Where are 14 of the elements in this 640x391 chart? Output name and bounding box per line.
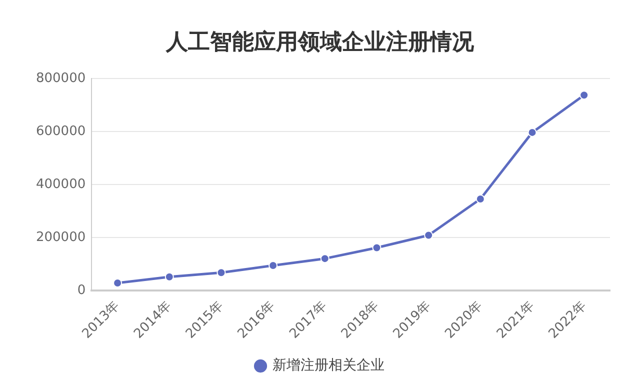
point — [424, 230, 434, 240]
legend-label: 新增注册相关企业 — [272, 358, 384, 374]
y-tick-label: 200000 — [36, 230, 86, 245]
point — [372, 243, 382, 252]
point — [216, 268, 226, 278]
y-tick-label: 400000 — [36, 176, 86, 192]
y-tick-label: 600000 — [36, 124, 86, 139]
point — [476, 194, 485, 204]
chart-title: 人工智能应用领域企业注册情况 — [165, 28, 475, 55]
y-tick-label: 800000 — [36, 70, 86, 86]
point — [320, 254, 330, 264]
point — [580, 90, 589, 100]
point — [164, 272, 174, 282]
y-tick-label: 0 — [77, 282, 86, 298]
